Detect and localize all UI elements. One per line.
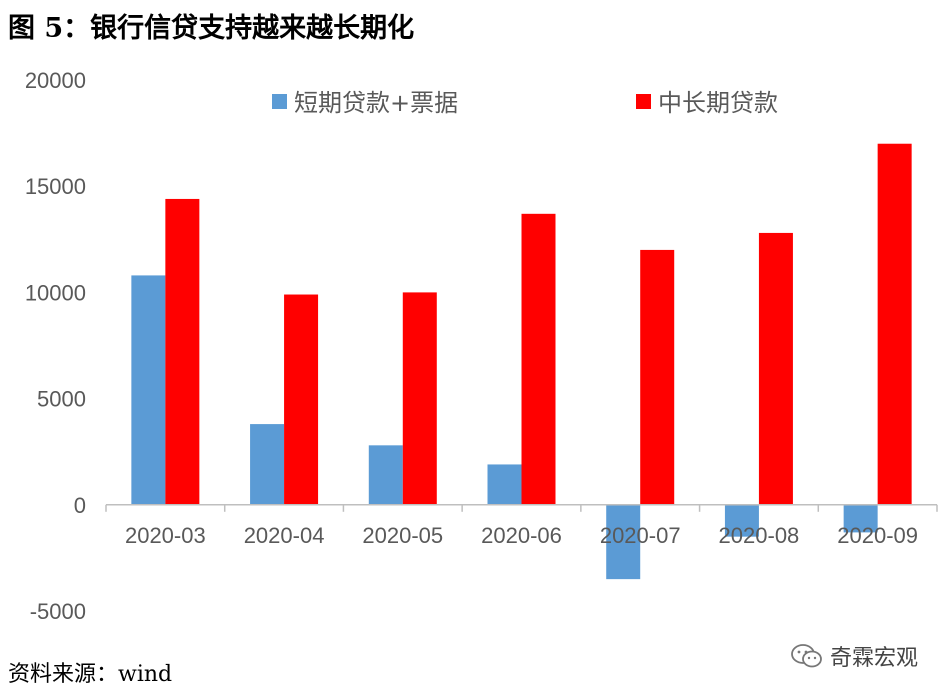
x-tick-label: 2020-03 [125, 523, 206, 548]
bar-short-term-2020-08 [724, 504, 759, 537]
legend-label: 中长期贷款 [658, 89, 778, 117]
y-tick-label: -5000 [30, 599, 86, 624]
chart-title: 图 5：银行信贷支持越来越长期化 [8, 13, 415, 44]
x-tick-label: 2020-07 [600, 523, 681, 548]
legend-label: 短期贷款+票据 [294, 89, 458, 117]
y-tick-label: 0 [74, 493, 86, 518]
bar-short-term-2020-06 [487, 464, 522, 505]
x-tick-label: 2020-05 [362, 523, 443, 548]
bar-long-term-2020-07 [640, 249, 675, 505]
x-axis: 2020-03 2020-04 2020-05 2020-06 2020-07 2020-… [105, 504, 938, 548]
y-tick-label: 20000 [25, 68, 86, 93]
wechat-icon [791, 644, 822, 668]
x-tick-label: 2020-06 [481, 523, 562, 548]
bar-short-term-2020-07 [606, 504, 641, 580]
bar-long-term-2020-08 [758, 232, 793, 505]
x-tick-label: 2020-09 [837, 523, 918, 548]
y-tick-label: 5000 [37, 387, 86, 412]
bar-short-term-2020-05 [368, 445, 403, 505]
bar-long-term-2020-05 [402, 292, 437, 505]
legend-swatch [636, 94, 651, 109]
watermark: 奇霖宏观 [790, 640, 918, 672]
bar-long-term-2020-04 [284, 294, 319, 505]
legend-swatch [272, 94, 287, 109]
bars [131, 143, 912, 580]
y-axis: -5000 0 5000 10000 15000 20000 [25, 68, 86, 624]
bar-long-term-2020-03 [165, 198, 200, 505]
bar-short-term-2020-09 [843, 504, 878, 533]
bar-long-term-2020-09 [877, 143, 912, 505]
watermark-text: 奇霖宏观 [830, 646, 919, 671]
x-tick-label: 2020-08 [719, 523, 800, 548]
y-tick-label: 15000 [25, 174, 86, 199]
x-tick-label: 2020-04 [244, 523, 325, 548]
bar-short-term-2020-04 [250, 424, 285, 505]
source-note: 资料来源：wind [8, 662, 173, 687]
bar-short-term-2020-03 [131, 275, 166, 505]
legend: 短期贷款+票据 中长期贷款 [272, 89, 778, 117]
y-tick-label: 10000 [25, 280, 86, 305]
bar-long-term-2020-06 [521, 213, 556, 505]
